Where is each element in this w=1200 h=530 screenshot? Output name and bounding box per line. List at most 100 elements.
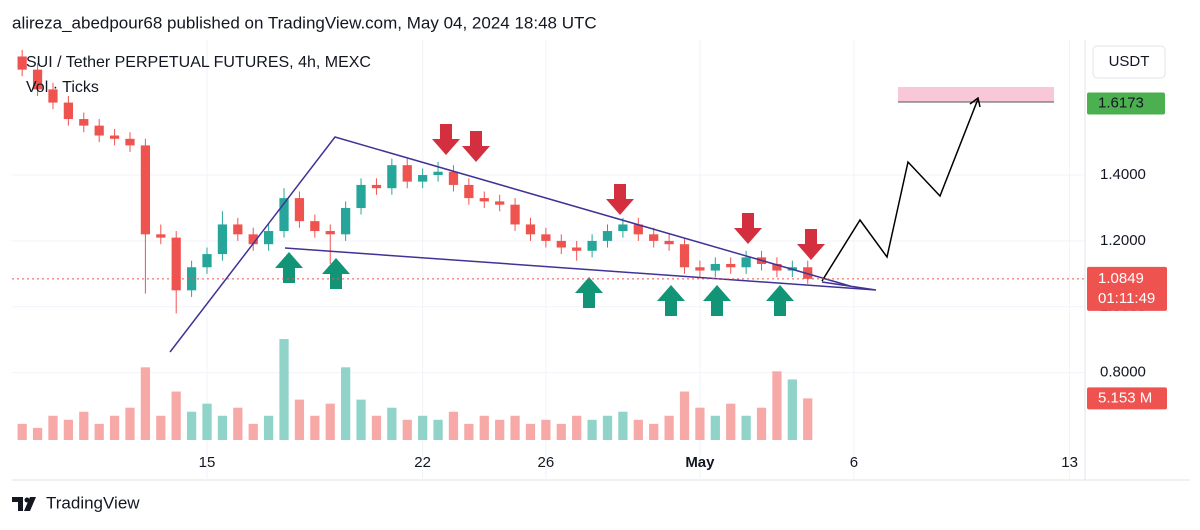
- candle-body: [48, 89, 58, 103]
- volume-bar: [726, 403, 736, 440]
- candle-body: [556, 240, 566, 248]
- volume-bar: [17, 423, 27, 440]
- volume-bar: [633, 419, 643, 440]
- volume-bar: [48, 415, 58, 440]
- x-tick-label: 15: [199, 454, 216, 471]
- volume-bar: [510, 415, 520, 440]
- volume-bar: [448, 411, 459, 440]
- candle-body: [572, 247, 582, 251]
- x-tick-label: 26: [538, 454, 555, 471]
- candle-body: [202, 254, 212, 268]
- logo-dot: [24, 497, 30, 503]
- candle-body: [248, 234, 258, 245]
- volume-bar: [418, 415, 428, 440]
- candle-body: [402, 165, 412, 182]
- x-tick-label: 22: [414, 454, 431, 471]
- candle-body: [171, 237, 181, 291]
- target-price-label: 1.6173: [1098, 94, 1144, 111]
- candle-body: [17, 56, 27, 70]
- volume-bar: [541, 419, 551, 440]
- volume-pane: [17, 339, 813, 440]
- volume-bar: [387, 407, 397, 440]
- up-arrow: [766, 285, 794, 316]
- candle-body: [263, 231, 274, 245]
- candle-body: [464, 184, 474, 199]
- volume-bar: [679, 391, 690, 440]
- candle-body: [710, 263, 720, 271]
- down-arrows: [432, 124, 825, 260]
- candle-body: [541, 234, 551, 241]
- volume-bar: [371, 415, 382, 440]
- volume-bar: [464, 423, 474, 440]
- up-arrow: [575, 277, 603, 308]
- volume-bar: [109, 415, 120, 440]
- volume-bar: [94, 423, 104, 440]
- candle-body: [495, 201, 505, 205]
- volume-bar: [186, 411, 197, 440]
- last-price-label: 1.0849: [1098, 270, 1144, 287]
- volume-bar: [171, 391, 181, 440]
- up-arrow: [657, 285, 685, 316]
- candle-body: [325, 231, 335, 235]
- candle-body: [94, 125, 104, 136]
- candle-body: [741, 257, 751, 268]
- candle-body: [63, 102, 73, 120]
- candle-body: [418, 175, 428, 182]
- y-tick-label: 1.2000: [1100, 232, 1146, 249]
- candle-body: [587, 240, 597, 251]
- wedge-upper: [169, 136, 851, 353]
- volume-bar: [356, 399, 366, 440]
- candle-body: [32, 69, 43, 90]
- footer: TradingView: [46, 493, 140, 512]
- target-zone: [898, 87, 1054, 102]
- volume-bar: [341, 367, 351, 440]
- down-arrow: [462, 131, 490, 162]
- volume-bar: [649, 423, 659, 440]
- candle-body: [371, 184, 382, 189]
- volume-bar: [140, 367, 151, 440]
- projection-head: [969, 96, 981, 108]
- candle-body: [679, 244, 690, 268]
- wedge-lower: [284, 247, 877, 291]
- volume-bar: [217, 415, 228, 440]
- volume-bar: [618, 411, 628, 440]
- down-arrow: [734, 213, 762, 244]
- volume-bar: [787, 379, 797, 440]
- y-tick-label: 0.8000: [1100, 364, 1146, 381]
- candle-body: [726, 263, 736, 268]
- candle-body: [156, 234, 166, 238]
- candle-body: [433, 171, 443, 176]
- candle-body: [233, 224, 243, 235]
- currency-button[interactable]: [1092, 45, 1166, 79]
- countdown: 01:11:49: [1098, 290, 1155, 307]
- volume-bar: [294, 399, 305, 440]
- candle-body: [510, 204, 520, 225]
- volume-bar: [587, 419, 597, 440]
- candle-body: [664, 240, 674, 245]
- volume-bar: [602, 415, 613, 440]
- candle-body: [109, 135, 120, 139]
- candle-body: [387, 165, 397, 189]
- down-arrow: [606, 184, 634, 215]
- candle-body: [772, 263, 782, 271]
- up-arrow: [703, 285, 731, 316]
- candle-body: [695, 267, 705, 271]
- volume-label-box: [1087, 387, 1167, 410]
- up-arrow: [322, 258, 350, 289]
- candles: [17, 49, 813, 314]
- candle-body: [525, 224, 536, 235]
- volume-bar: [325, 403, 335, 440]
- volume-bar: [156, 415, 166, 440]
- candle-body: [448, 171, 459, 185]
- volume-bar: [556, 423, 566, 440]
- volume-bar: [125, 407, 135, 440]
- volume-bar: [402, 419, 412, 440]
- volume-bar: [803, 398, 813, 440]
- volume-bar: [695, 407, 705, 440]
- candle-body: [294, 198, 305, 222]
- candle-body: [217, 224, 228, 255]
- currency[interactable]: USDT: [1109, 53, 1150, 70]
- candle-body: [79, 119, 89, 126]
- last-price-box: [1087, 266, 1167, 311]
- volume-bar: [63, 419, 73, 440]
